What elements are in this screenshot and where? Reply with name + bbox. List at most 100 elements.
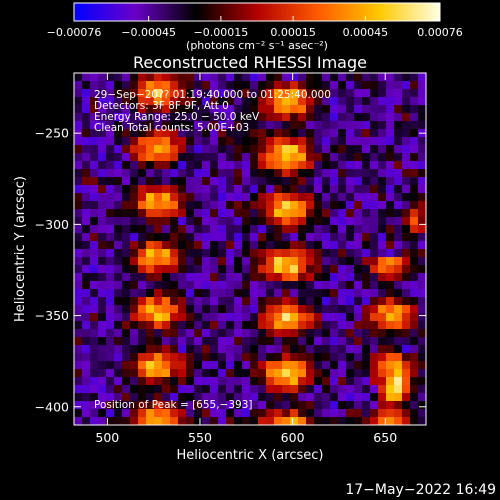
image-cell	[290, 81, 299, 90]
image-cell	[386, 289, 395, 298]
image-cell	[362, 369, 371, 378]
image-cell	[242, 225, 251, 234]
image-cell	[130, 217, 139, 226]
image-cell	[338, 145, 347, 154]
image-cell	[114, 121, 123, 130]
image-cell	[210, 209, 219, 218]
image-cell	[178, 233, 187, 242]
image-cell	[130, 257, 139, 266]
image-cell	[346, 185, 355, 194]
image-cell	[346, 369, 355, 378]
image-cell	[170, 177, 179, 186]
image-cell	[90, 193, 99, 202]
image-cell	[202, 393, 211, 402]
image-cell	[274, 145, 283, 154]
image-cell	[378, 305, 387, 314]
image-cell	[162, 377, 171, 386]
image-cell	[218, 73, 227, 82]
image-cell	[98, 129, 107, 138]
image-cell	[178, 169, 187, 178]
image-cell	[290, 297, 299, 306]
image-cell	[90, 113, 99, 122]
image-cell	[186, 281, 195, 290]
image-cell	[250, 177, 259, 186]
image-cell	[210, 201, 219, 210]
image-cell	[330, 385, 339, 394]
image-cell	[282, 81, 291, 90]
image-cell	[282, 217, 291, 226]
image-cell	[386, 113, 395, 122]
image-cell	[298, 249, 307, 258]
image-cell	[306, 417, 315, 425]
image-cell	[314, 201, 323, 210]
image-cell	[322, 369, 331, 378]
image-cell	[194, 305, 203, 314]
image-cell	[346, 361, 355, 370]
image-cell	[250, 305, 259, 314]
image-cell	[170, 105, 179, 114]
image-cell	[322, 241, 331, 250]
image-cell	[194, 105, 203, 114]
image-cell	[154, 297, 163, 306]
image-cell	[354, 97, 363, 106]
image-cell	[370, 153, 379, 162]
image-cell	[154, 129, 163, 138]
image-cell	[242, 121, 251, 130]
image-cell	[74, 153, 83, 162]
image-cell	[322, 209, 331, 218]
image-cell	[130, 329, 139, 338]
image-cell	[146, 153, 155, 162]
image-cell	[386, 337, 395, 346]
image-cell	[346, 321, 355, 330]
image-cell	[74, 185, 83, 194]
image-cell	[98, 393, 107, 402]
image-cell	[130, 169, 139, 178]
image-cell	[210, 225, 219, 234]
x-tick-label: 500	[95, 430, 119, 445]
image-cell	[154, 273, 163, 282]
image-cell	[370, 401, 379, 410]
image-cell	[402, 121, 411, 130]
image-cell	[306, 393, 315, 402]
image-cell	[346, 89, 355, 98]
image-cell	[74, 161, 83, 170]
image-cell	[226, 369, 235, 378]
image-cell	[258, 265, 267, 274]
image-cell	[82, 97, 91, 106]
image-cell	[362, 121, 371, 130]
image-cell	[162, 217, 171, 226]
image-cell	[370, 225, 379, 234]
image-cell	[194, 249, 203, 258]
image-cell	[186, 217, 195, 226]
image-cell	[186, 89, 195, 98]
image-cell	[226, 161, 235, 170]
image-cell	[218, 409, 227, 418]
image-cell	[266, 273, 275, 282]
image-cell	[306, 185, 315, 194]
image-cell	[266, 385, 275, 394]
image-cell	[266, 161, 275, 170]
image-cell	[250, 313, 259, 322]
image-cell	[298, 329, 307, 338]
image-cell	[410, 241, 419, 250]
image-cell	[386, 329, 395, 338]
image-cell	[210, 313, 219, 322]
image-cell	[330, 89, 339, 98]
image-cell	[322, 161, 331, 170]
image-cell	[370, 257, 379, 266]
image-cell	[146, 193, 155, 202]
image-cell	[186, 393, 195, 402]
image-cell	[370, 161, 379, 170]
image-cell	[186, 353, 195, 362]
image-cell	[362, 361, 371, 370]
image-cell	[274, 209, 283, 218]
image-cell	[202, 305, 211, 314]
image-cell	[122, 265, 131, 274]
image-cell	[282, 329, 291, 338]
image-cell	[74, 297, 83, 306]
image-cell	[362, 209, 371, 218]
image-cell	[106, 329, 115, 338]
image-cell	[354, 201, 363, 210]
image-cell	[306, 153, 315, 162]
image-cell	[226, 329, 235, 338]
